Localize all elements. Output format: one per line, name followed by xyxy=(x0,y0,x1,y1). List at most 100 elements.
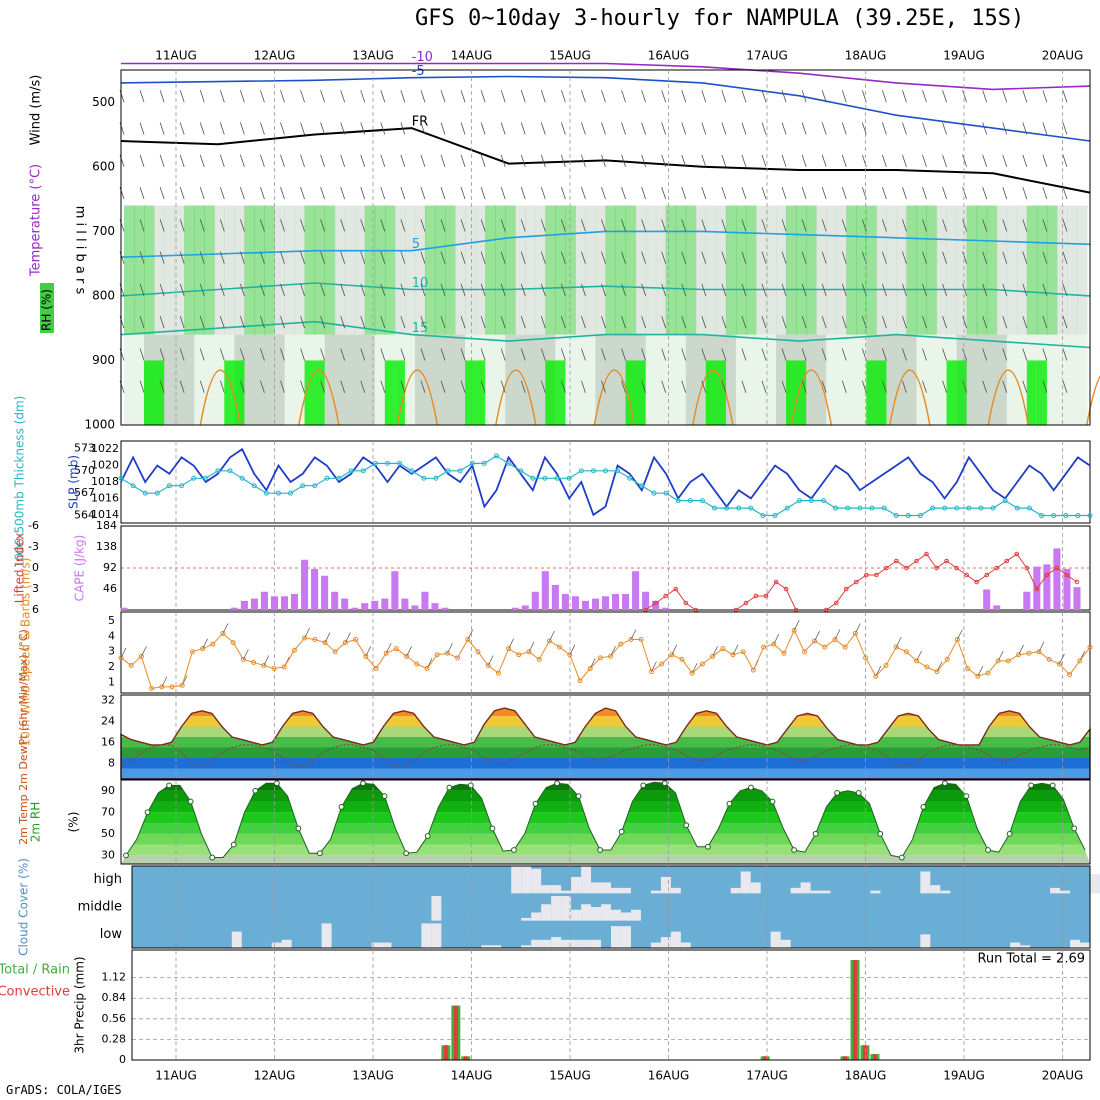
wind-barb xyxy=(821,283,827,297)
wind-barb xyxy=(1022,251,1028,264)
wind-barb xyxy=(661,348,667,361)
wind-barb xyxy=(460,283,466,297)
li-point xyxy=(683,600,689,606)
wind-barb xyxy=(942,154,947,167)
cloud-cell-low xyxy=(281,939,292,948)
wind-barb xyxy=(1042,380,1048,393)
cape-bar xyxy=(541,571,549,610)
wind-barb xyxy=(420,380,426,393)
wind-speed-point xyxy=(914,658,920,664)
wind-barb xyxy=(761,122,767,135)
rh-point xyxy=(920,804,927,810)
cape-bar xyxy=(662,607,670,610)
wind-barb xyxy=(540,316,546,329)
wind-barb xyxy=(400,186,406,200)
rh-shade-low xyxy=(856,334,867,425)
rh-band xyxy=(121,812,1090,824)
wind-barb xyxy=(540,90,546,103)
wind-barb xyxy=(300,348,305,361)
wind-speed-point xyxy=(791,627,797,633)
wind-barb xyxy=(320,380,326,393)
rh-shade-mid xyxy=(916,205,928,335)
wind-barb xyxy=(260,154,265,167)
wind-barb xyxy=(440,90,446,103)
wind-barb xyxy=(480,90,486,103)
wind-barb xyxy=(480,348,486,361)
rh-shade-mid xyxy=(896,205,907,335)
wind-barb-10m xyxy=(304,627,310,639)
wind-barb xyxy=(300,154,305,167)
wind-barb xyxy=(962,380,968,393)
wind-barb xyxy=(741,348,747,361)
li-tick: 0 xyxy=(32,561,39,574)
cloud-cell-middle xyxy=(551,896,562,921)
li-tick: 6 xyxy=(32,603,39,616)
rh-shade-mid xyxy=(244,205,255,335)
wind-barb xyxy=(340,122,346,135)
li-tick: -3 xyxy=(28,540,39,553)
wind-barb xyxy=(962,316,968,329)
wind-barb xyxy=(601,380,606,393)
panel-frame-upper-air xyxy=(120,69,1091,426)
isotherm-label: 5 xyxy=(412,237,420,252)
cape-bar xyxy=(1053,548,1061,610)
cape-axis-label: CAPE (J/kg) xyxy=(73,535,87,602)
cloud-cell-high xyxy=(800,882,811,894)
wind-speed-point xyxy=(322,640,328,646)
rh-shade-mid xyxy=(856,205,867,335)
cloud-cell-low xyxy=(611,926,621,948)
wind-barb xyxy=(681,316,687,329)
rh-shade-low xyxy=(886,334,897,425)
date-label-top: 14AUG xyxy=(451,49,493,63)
wind-barb xyxy=(621,251,626,264)
thickness-tick: 570 xyxy=(74,464,95,477)
wind-speed-point xyxy=(852,630,858,636)
wind-barb xyxy=(962,186,968,200)
wind-barb xyxy=(701,186,707,200)
wind-barb xyxy=(902,90,907,103)
rh-shade-low xyxy=(455,334,466,425)
rh-shade-mid xyxy=(695,205,707,335)
warm-contour xyxy=(1086,375,1100,426)
wind-barb xyxy=(841,283,847,297)
wind-barb xyxy=(460,380,466,393)
wind-speed-point xyxy=(954,637,960,643)
rh-point xyxy=(1071,825,1078,832)
wind-barb xyxy=(460,90,466,103)
wind-speed-point xyxy=(1077,658,1083,664)
cloud-cell-high xyxy=(581,866,592,894)
wind-barb xyxy=(360,154,366,167)
wind-barb xyxy=(781,186,787,200)
rh-shade-low xyxy=(254,334,265,425)
rh-shade-mid xyxy=(485,205,496,335)
wind-barb xyxy=(1042,154,1048,167)
wind-barb-10m xyxy=(1059,653,1065,665)
cape-bar xyxy=(632,571,640,610)
wind-barb xyxy=(520,122,526,135)
wind-barb xyxy=(922,219,927,232)
wind-barb xyxy=(661,122,667,135)
rh-shade-mid xyxy=(645,205,657,335)
wind-barb xyxy=(821,186,827,200)
legend-total-rain: Total / Rain xyxy=(0,963,70,978)
wind-barb xyxy=(560,90,566,103)
wind-barb xyxy=(360,90,366,103)
wind-barb xyxy=(922,348,927,361)
rh-band xyxy=(121,833,1090,845)
wind-barb xyxy=(360,251,366,264)
wind-barb xyxy=(1022,348,1028,361)
rh-point xyxy=(661,780,668,787)
wind-barb xyxy=(841,251,847,264)
cloud-cell-high xyxy=(730,887,741,894)
cloud-cell-low xyxy=(680,942,691,948)
pressure-tick-label: 700 xyxy=(92,224,115,238)
precip-conv-bar xyxy=(463,1056,468,1060)
cape-bar xyxy=(611,594,620,610)
date-label-top: 15AUG xyxy=(549,49,591,63)
rh-shade-mid xyxy=(414,205,426,335)
wind-barb xyxy=(280,90,285,103)
wind-barb xyxy=(661,380,667,393)
wind-barb-10m xyxy=(508,638,514,649)
wind-barb xyxy=(942,251,947,264)
wind-barb xyxy=(460,154,466,167)
